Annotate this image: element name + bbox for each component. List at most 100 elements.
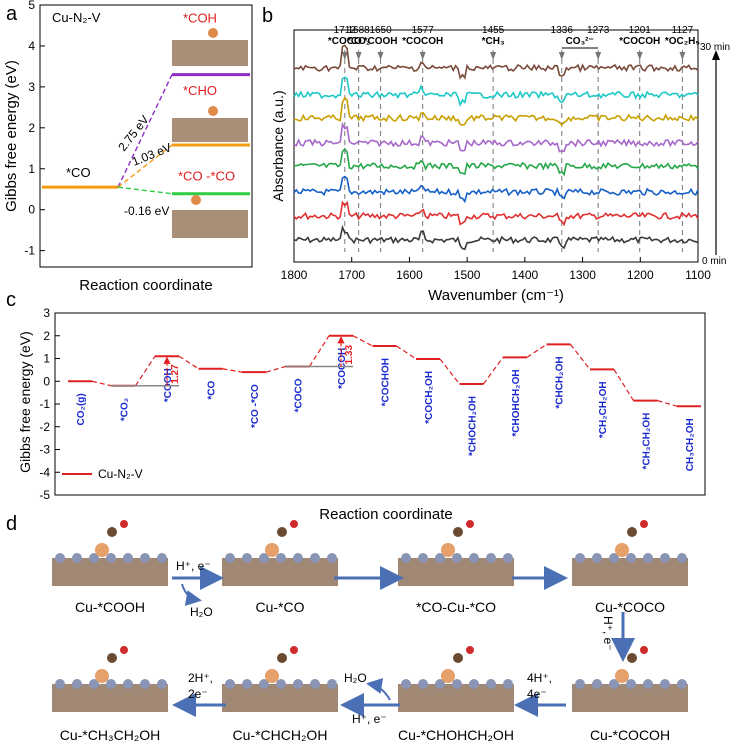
panel-b-peak-wavenumber: 1201 [629,25,652,36]
panel-a-ytick-label: 2 [28,121,35,135]
panel-c-barrier-value: 1.33 [344,345,355,365]
panel-d-mechanism: Reaction coordinate Cu-*COOH Cu-*CO *CO-Cu… [52,506,688,743]
oxygen-atom [120,520,128,528]
panel-b-peak-wavenumber: 1712 [334,25,357,36]
panel-b-peak-label: *COOH [364,36,398,47]
panel-c-ytick-label: -1 [39,397,50,411]
panel-c-connector [178,355,199,370]
panel-c-step-label: *CO -*CO [250,384,261,428]
nitrogen-atom [89,553,99,563]
nitrogen-atom [401,679,411,689]
panel-a-delta: 2.75 eV [115,113,152,154]
panel-b-spectrum [293,224,699,251]
nitrogen-atom [123,553,133,563]
panel-c-step-label: CO₂(g) [76,393,87,425]
nitrogen-atom [452,553,462,563]
nitrogen-atom [157,553,167,563]
panel-c-step-label: *COCOH [337,348,348,389]
panel-a-xlabel: Reaction coordinate [79,277,212,294]
panel-b-peak-marker [355,52,362,60]
panel-c-connector [134,355,156,387]
panel-c-connector [222,368,243,373]
panel-c-ytick-label: 1 [43,352,50,366]
panel-b-xtick-label: 1300 [569,268,596,282]
panel-c-step-label: CH₃CH₂OH [685,418,696,471]
species-label: Cu-*CHOHCH₂OH [398,727,514,743]
panel-c-connector [483,357,504,385]
panel-b-peak-wavenumber: 1455 [482,25,505,36]
panel-a-ytick-label: 1 [28,162,35,176]
panel-b-ylabel: Absorbance (a.u.) [270,90,286,201]
panel-a-level-label: *COH [183,11,217,26]
panel-b-spectrum [293,121,699,153]
panel-b-xtick-label: 1700 [338,268,365,282]
oxygen-atom [466,646,474,654]
carbon-atom [277,653,287,663]
nitrogen-atom [293,679,303,689]
oxygen-atom [466,520,474,528]
nitrogen-atom [123,679,133,689]
panel-a-ytick-label: 5 [28,0,35,12]
panel-c-ytick-label: -2 [39,420,50,434]
nitrogen-atom [276,553,286,563]
nitrogen-atom [486,553,496,563]
oxygen-atom [120,646,128,654]
nitrogen-atom [435,679,445,689]
copper-atom [95,543,109,557]
nitrogen-atom [259,679,269,689]
arrow-label-h-e: H⁺, e⁻ [176,559,211,573]
panel-b-spectrum [293,200,699,227]
nitrogen-atom [157,679,167,689]
panel-b-spectrum [293,175,699,204]
arrow-label-2h: 2H⁺, [188,671,213,685]
panel-b-peak-marker [595,52,602,60]
panel-c-step-label: *COCH₂OH [424,371,435,424]
carbon-atom [107,653,117,663]
panel-b-spectrum [293,96,699,127]
panel-c-ytick-label: 2 [43,329,50,343]
panel-c-connector [657,400,678,407]
panel-c-step-label: *CHOHCH₂OH [511,369,522,436]
nitrogen-atom [72,679,82,689]
nitrogen-atom [592,679,602,689]
panel-c-connector [308,335,330,367]
nitrogen-atom [55,553,65,563]
panel-a-ytick-label: 4 [28,39,35,53]
nitrogen-atom [575,679,585,689]
nitrogen-atom [242,553,252,563]
panel-c-ytick-label: -5 [39,488,50,502]
nitrogen-atom [276,679,286,689]
nitrogen-atom [452,679,462,689]
panel-c-connector [613,369,635,401]
panel-b-peak-label: *COCOH [619,36,660,47]
panel-a-delta: 1.03 eV [130,140,174,168]
panel-b-xtick-label: 1500 [454,268,481,282]
species-label: *CO-Cu-*CO [416,599,496,615]
panel-c-ylabel: Gibbs free energy (eV) [17,331,33,473]
nitrogen-atom [140,679,150,689]
panel-b-peak-label: *CO₂ [347,36,370,47]
panel-b-peak-wavenumber: 1577 [412,25,435,36]
panel-c-ytick-label: -3 [39,443,50,457]
nitrogen-atom [503,679,513,689]
panel-a-title: Cu-N₂-V [52,10,101,25]
panel-b-peak-marker [679,52,686,60]
species-label: Cu-*CO [255,599,304,615]
species-label: Cu-*CH₃CH₂OH [60,727,161,743]
arrow-label-h-e-2: H⁺, e⁻ [352,712,387,726]
panel-c-connector [352,335,373,347]
panel-label-b: b [262,5,273,27]
carbon-atom [453,653,463,663]
panel-b-peak-wavenumber: 1336 [551,25,574,36]
copper-atom [441,543,455,557]
oxygen-atom [290,646,298,654]
arrow-label-down: H⁺, e⁻ [601,616,615,651]
panel-label-a: a [6,3,18,25]
panel-b-peak-marker [490,52,497,60]
nitrogen-atom [660,553,670,563]
panel-c-step-label: *CH₃CH₂OH [642,413,653,470]
panel-b-peak-wavenumber: 1127 [672,25,694,36]
copper-atom [615,669,629,683]
copper-atom [441,669,455,683]
